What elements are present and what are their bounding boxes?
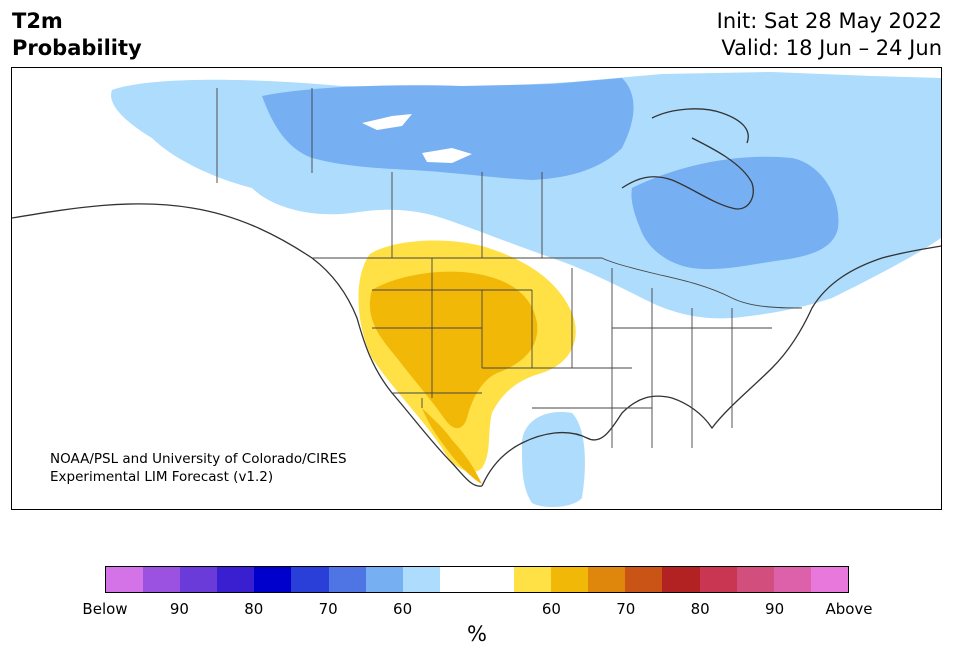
- below-medium-north-region: [262, 78, 634, 180]
- lake-2: [422, 148, 472, 163]
- map-canvas: [12, 72, 941, 508]
- colorbar-segment: [254, 567, 292, 592]
- credit-text: NOAA/PSL and University of Colorado/CIRE…: [50, 450, 347, 486]
- init-date: Init: Sat 28 May 2022: [716, 9, 942, 33]
- political-borders: [216, 88, 803, 448]
- colorbar-unit: %: [467, 622, 487, 646]
- colorbar-segment: [328, 567, 366, 592]
- plot-title: T2m Probability: [12, 8, 142, 62]
- colorbar-segment: [291, 567, 329, 592]
- coastlines: [12, 108, 941, 487]
- colorbar-segment: [551, 567, 589, 592]
- colorbar-segment: [662, 567, 700, 592]
- above-medium-region: [369, 271, 538, 429]
- colorbar-tick-label: 70: [318, 600, 338, 618]
- below-light-south-region: [521, 412, 585, 508]
- valid-date: Valid: 18 Jun – 24 Jun: [721, 36, 942, 60]
- colorbar-tick-label: 80: [690, 600, 710, 618]
- colorbar-tick-label: Above: [825, 600, 873, 618]
- credit-line-2: Experimental LIM Forecast (v1.2): [50, 469, 274, 485]
- colorbar-tick-label: 60: [541, 600, 561, 618]
- colorbar: [105, 566, 849, 593]
- colorbar-segment: [514, 567, 552, 592]
- colorbar-segment: [699, 567, 737, 592]
- colorbar-segment: [143, 567, 181, 592]
- colorbar-tick-label: 70: [616, 600, 636, 618]
- title-line-2: Probability: [12, 36, 142, 60]
- colorbar-segment: [476, 567, 515, 592]
- lake-1: [362, 114, 412, 130]
- colorbar-segment: [773, 567, 811, 592]
- forecast-dates: Init: Sat 28 May 2022 Valid: 18 Jun – 24…: [717, 8, 942, 62]
- title-line-1: T2m: [12, 9, 63, 33]
- colorbar-segment: [402, 567, 440, 592]
- colorbar-tick-label: 60: [393, 600, 413, 618]
- colorbar-segment: [588, 567, 626, 592]
- probability-map: NOAA/PSL and University of Colorado/CIRE…: [11, 67, 942, 510]
- colorbar-tick-label: Below: [82, 600, 128, 618]
- above-medium-baja-region: [422, 408, 482, 484]
- colorbar-tick-label: 80: [244, 600, 264, 618]
- colorbar-segment: [736, 567, 774, 592]
- colorbar-segment: [180, 567, 218, 592]
- colorbar-tick-label: 90: [765, 600, 785, 618]
- colorbar-segment: [625, 567, 663, 592]
- colorbar-segment: [365, 567, 403, 592]
- colorbar-tick-label: 90: [169, 600, 189, 618]
- colorbar-segment: [439, 567, 477, 592]
- colorbar-segment: [810, 567, 848, 592]
- credit-line-1: NOAA/PSL and University of Colorado/CIRE…: [50, 451, 347, 467]
- colorbar-segment: [217, 567, 255, 592]
- colorbar-segment: [106, 567, 144, 592]
